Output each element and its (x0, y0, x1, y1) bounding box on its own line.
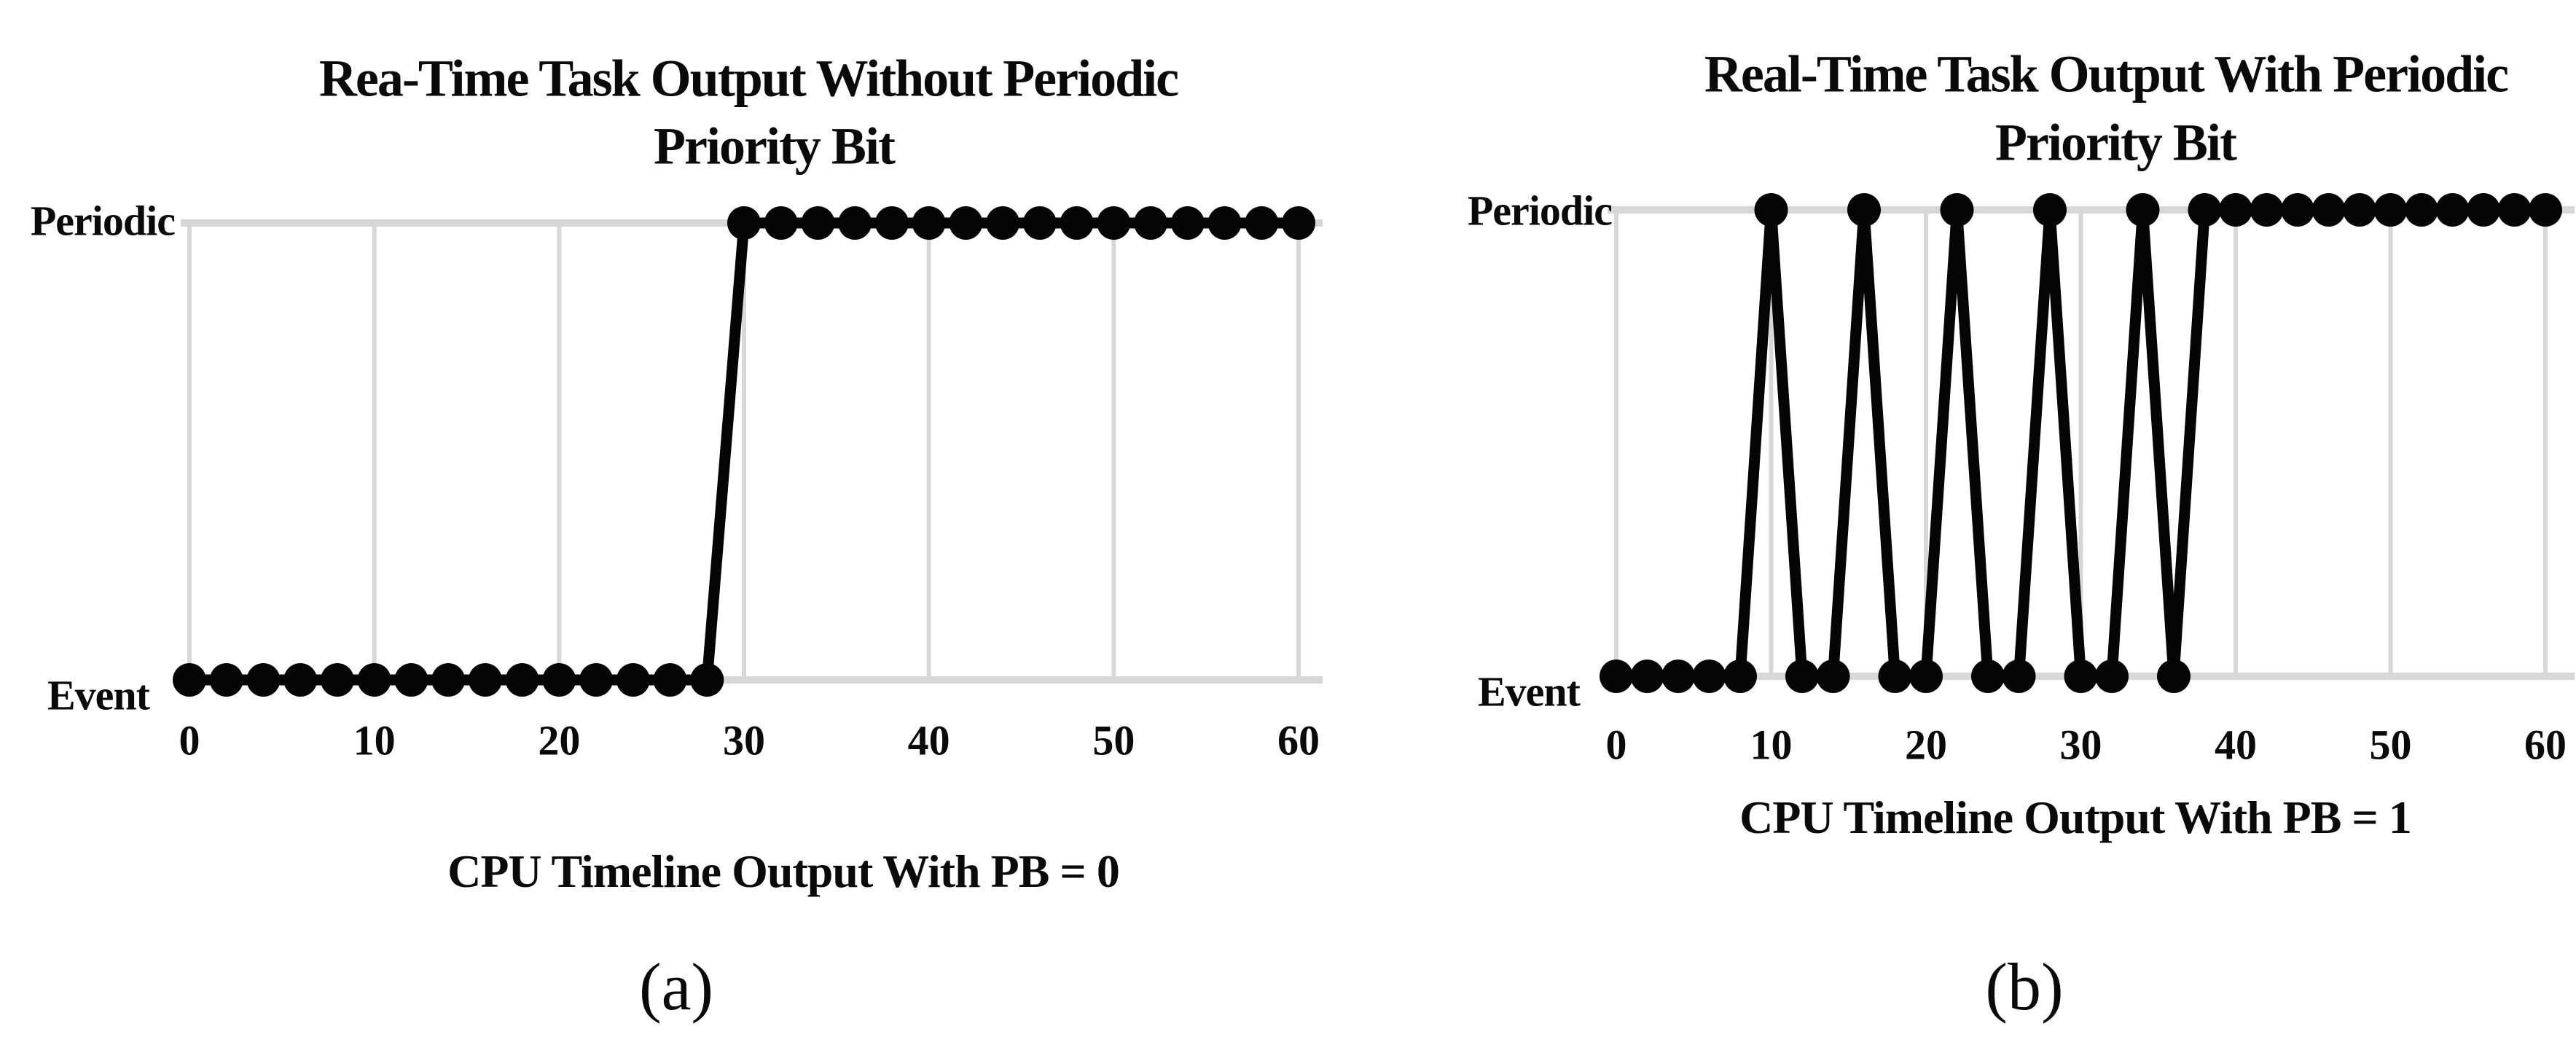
chart-b-title-line2: Priority Bit (1995, 113, 2237, 172)
data-point (1847, 193, 1881, 227)
data-point (2250, 193, 2284, 227)
data-point (394, 663, 428, 697)
x-tick-label: 40 (907, 716, 950, 764)
data-point (357, 663, 391, 697)
data-point (949, 206, 983, 240)
data-point (1785, 660, 1819, 693)
data-point (2497, 193, 2532, 227)
chart-a-title-line2: Priority Bit (654, 117, 896, 176)
data-point (1600, 660, 1633, 693)
data-point (2281, 193, 2314, 227)
chart-a-caption: CPU Timeline Output With PB = 0 (447, 845, 1120, 897)
data-point (838, 206, 872, 240)
data-point (912, 206, 946, 240)
data-point (764, 206, 798, 240)
data-point (1630, 660, 1664, 693)
data-point (2188, 193, 2222, 227)
x-tick-label: 30 (723, 716, 765, 764)
data-point (1878, 660, 1912, 693)
data-point (1060, 206, 1094, 240)
data-point (505, 663, 539, 697)
chart-b-title-line1: Real-Time Task Output With Periodic (1704, 44, 2509, 103)
x-tick-label: 40 (2215, 721, 2257, 769)
data-point (2064, 660, 2098, 693)
data-point (1097, 206, 1131, 240)
chart-b-ylabel-event: Event (1478, 668, 1581, 716)
panel-label-a: (a) (638, 950, 714, 1024)
data-point (1909, 660, 1943, 693)
x-tick-label: 20 (1905, 721, 1947, 769)
data-point (2529, 193, 2562, 227)
data-point (690, 663, 724, 697)
data-point (727, 206, 761, 240)
data-point (1754, 193, 1788, 227)
chart-a-title-line1: Rea-Time Task Output Without Periodic (318, 49, 1179, 108)
data-point (1661, 660, 1695, 693)
x-tick-label: 10 (1750, 721, 1793, 769)
chart-a-ylabel-event: Event (47, 671, 150, 719)
data-point (283, 663, 318, 697)
x-tick-label: 50 (2369, 721, 2412, 769)
x-tick-label: 0 (179, 716, 200, 764)
data-point (1971, 660, 2005, 693)
data-point (1816, 660, 1850, 693)
data-point (579, 663, 614, 697)
x-tick-label: 0 (1605, 721, 1627, 769)
data-point (209, 663, 243, 697)
data-point (2311, 193, 2346, 227)
x-tick-label: 60 (1277, 716, 1320, 764)
data-point (2157, 660, 2191, 693)
x-tick-label: 60 (2524, 721, 2567, 769)
data-point (1022, 206, 1057, 240)
data-point (801, 206, 835, 240)
data-point (986, 206, 1020, 240)
data-point (2373, 193, 2408, 227)
x-tick-label: 20 (538, 716, 581, 764)
data-point (320, 663, 354, 697)
data-point (431, 663, 466, 697)
data-point (1282, 206, 1315, 240)
data-point (542, 663, 576, 697)
data-point (246, 663, 281, 697)
x-tick-label: 30 (2059, 721, 2102, 769)
data-point (1723, 660, 1757, 693)
x-tick-label: 50 (1092, 716, 1135, 764)
data-point (173, 663, 206, 697)
data-point (2343, 193, 2376, 227)
data-point (2219, 193, 2252, 227)
panel-label-b: (b) (1985, 950, 2064, 1024)
data-point (2435, 193, 2470, 227)
data-point (2467, 193, 2500, 227)
data-point (2095, 660, 2129, 693)
data-point (1170, 206, 1205, 240)
chart-b-caption: CPU Timeline Output With PB = 1 (1739, 791, 2412, 843)
data-point (2002, 660, 2036, 693)
data-point (468, 663, 502, 697)
data-point (1692, 660, 1726, 693)
chart-a-ylabel-periodic: Periodic (30, 197, 176, 245)
data-point (1207, 206, 1242, 240)
chart-b-ylabel-periodic: Periodic (1467, 187, 1613, 235)
data-point (1940, 193, 1974, 227)
data-point (2033, 193, 2067, 227)
data-point (2405, 193, 2438, 227)
x-tick-label: 10 (353, 716, 396, 764)
data-point (1245, 206, 1279, 240)
data-point (2126, 193, 2160, 227)
data-point (616, 663, 650, 697)
data-point (653, 663, 687, 697)
data-point (1134, 206, 1168, 240)
data-point (874, 206, 909, 240)
